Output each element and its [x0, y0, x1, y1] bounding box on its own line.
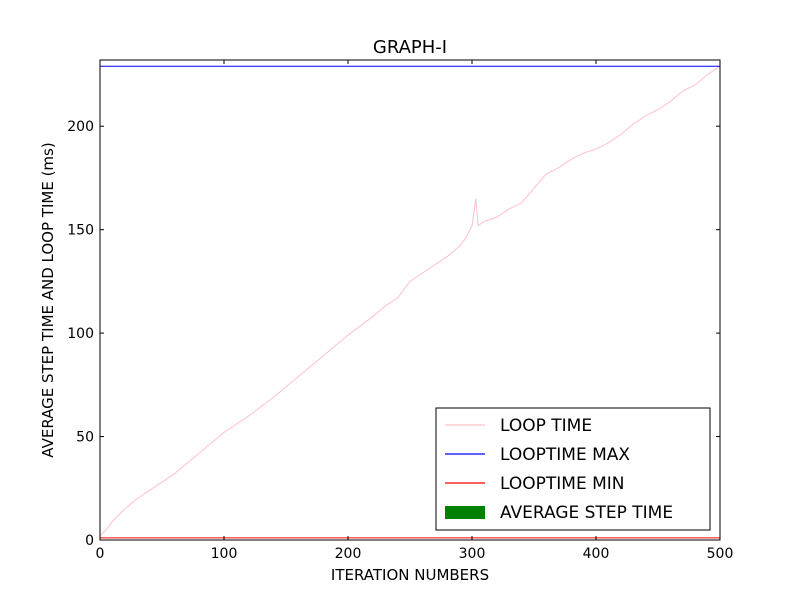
y-tick-label: 0 [85, 533, 94, 549]
legend-swatch [445, 506, 485, 519]
y-tick-label: 150 [67, 223, 94, 239]
x-axis-label: ITERATION NUMBERS [331, 566, 489, 584]
y-tick-label: 100 [67, 326, 94, 342]
legend-label: LOOPTIME MIN [500, 474, 625, 494]
chart-title: GRAPH-I [373, 37, 447, 58]
plot-lines [99, 65, 721, 539]
legend-label: LOOPTIME MAX [500, 445, 630, 465]
y-axis-ticks: 0 50 100 150 200 [67, 119, 720, 549]
y-axis-label: AVERAGE STEP TIME AND LOOP TIME (ms) [39, 142, 57, 457]
x-tick-label: 100 [211, 546, 238, 562]
plot-frame [99, 59, 721, 541]
x-axis-ticks: 0 100 200 300 400 500 [96, 60, 734, 562]
x-tick-label: 200 [335, 546, 362, 562]
series-line-0 [99, 65, 721, 537]
x-tick-label: 500 [707, 546, 734, 562]
y-tick-label: 50 [76, 430, 94, 446]
legend-label: LOOP TIME [500, 416, 592, 436]
x-tick-label: 0 [96, 546, 105, 562]
y-tick-label: 200 [67, 119, 94, 135]
x-tick-label: 400 [583, 546, 610, 562]
legend-label: AVERAGE STEP TIME [500, 503, 673, 523]
x-tick-label: 300 [459, 546, 486, 562]
legend: LOOP TIME LOOPTIME MAX LOOPTIME MIN AVERAGE… [435, 407, 711, 531]
